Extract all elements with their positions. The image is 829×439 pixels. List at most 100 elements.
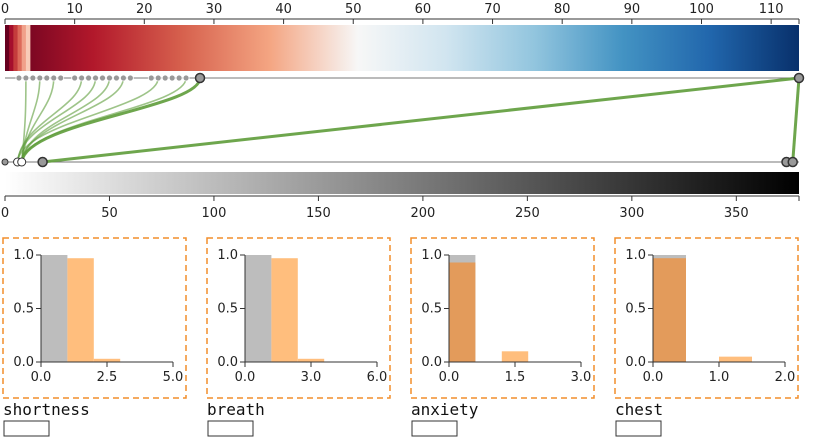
- link-line: [791, 77, 801, 163]
- top-node[interactable]: [175, 74, 183, 82]
- y-axis-tick-label: 0.5: [421, 302, 442, 317]
- top-node[interactable]: [85, 74, 92, 82]
- y-axis-tick-label: 0.0: [13, 355, 34, 370]
- bottom-axis: 0 50 100 150 200 250 300 350: [1, 195, 800, 221]
- link-line: [20, 77, 202, 163]
- top-node[interactable]: [168, 74, 176, 82]
- top-node[interactable]: [147, 74, 155, 82]
- histogram-panel-breath: 0.0 0.5 1.0 0.0 3.0 6.0 breath: [206, 237, 391, 437]
- bottom-axis-tick-label: 0: [1, 206, 9, 221]
- top-node[interactable]: [106, 74, 113, 82]
- top-color-cell: [9, 25, 14, 71]
- top-node[interactable]: [99, 74, 106, 82]
- top-node[interactable]: [120, 74, 127, 82]
- x-axis-tick-label: 0.0: [31, 370, 52, 385]
- top-node[interactable]: [126, 74, 134, 82]
- bar-orange: [93, 358, 121, 362]
- bar-gray: [245, 255, 272, 362]
- bar-orange: [449, 262, 476, 362]
- feature-input-box[interactable]: [411, 420, 458, 437]
- top-node[interactable]: [78, 74, 86, 82]
- top-axis-tick-label: 100: [689, 2, 714, 17]
- top-axis-tick-label: 70: [484, 2, 501, 17]
- top-color-cell: [13, 25, 18, 71]
- top-axis-tick-label: 40: [275, 2, 292, 17]
- link-line: [16, 77, 160, 163]
- bottom-axis-tick-label: 250: [515, 206, 540, 221]
- link-line: [16, 77, 97, 163]
- top-node[interactable]: [182, 74, 190, 82]
- top-node[interactable]: [15, 74, 23, 82]
- top-node[interactable]: [43, 74, 51, 82]
- x-axis-tick-label: 0.0: [643, 370, 664, 385]
- top-axis-tick-label: 10: [66, 2, 83, 17]
- feature-label: shortness: [3, 400, 90, 419]
- x-axis-tick-label: 0.0: [235, 370, 256, 385]
- top-node[interactable]: [154, 74, 162, 82]
- top-node[interactable]: [194, 72, 206, 84]
- y-axis-tick-label: 0.5: [625, 302, 646, 317]
- y-axis-tick-label: 0.0: [217, 355, 238, 370]
- top-axis-tick-label: 90: [624, 2, 641, 17]
- bottom-axis-tick-label: 50: [101, 206, 118, 221]
- feature-input-box[interactable]: [615, 420, 662, 437]
- top-axis-tick-label: 0: [1, 2, 9, 17]
- top-axis-tick-label: 50: [345, 2, 362, 17]
- bottom-axis-tick-label: 200: [410, 206, 435, 221]
- top-node[interactable]: [161, 74, 169, 82]
- y-axis-tick-label: 1.0: [625, 248, 646, 263]
- feature-label: chest: [615, 400, 663, 419]
- y-axis-tick-label: 1.0: [13, 248, 34, 263]
- y-axis-tick-label: 0.0: [421, 355, 442, 370]
- panel-border: [410, 237, 595, 399]
- bar-orange: [653, 258, 686, 362]
- panel-border: [206, 237, 391, 399]
- bottom-node[interactable]: [787, 156, 798, 168]
- top-node[interactable]: [71, 74, 79, 82]
- feature-input-box[interactable]: [3, 420, 50, 437]
- top-node[interactable]: [36, 74, 44, 82]
- y-axis-tick-label: 1.0: [421, 248, 442, 263]
- top-node[interactable]: [793, 72, 805, 84]
- top-color-bar: [5, 25, 799, 71]
- top-color-cell: [5, 25, 10, 71]
- bottom-axis-tick-label: 150: [306, 206, 331, 221]
- feature-label: breath: [207, 400, 265, 419]
- bottom-node[interactable]: [17, 157, 27, 167]
- panel-border: [614, 237, 799, 399]
- top-axis-tick-label: 60: [415, 2, 432, 17]
- feature-input-box[interactable]: [207, 420, 254, 437]
- panel-border: [2, 237, 187, 399]
- histogram-panel-anxiety: 0.0 0.5 1.0 0.0 1.5 3.0 anxiety: [410, 237, 595, 437]
- top-node[interactable]: [57, 74, 65, 82]
- bar-orange: [67, 258, 94, 362]
- x-axis-tick-label: 5.0: [163, 370, 184, 385]
- histogram-panel-chest: 0.0 0.5 1.0 0.0 1.0 2.0 chest: [614, 237, 799, 437]
- top-node[interactable]: [29, 74, 37, 82]
- top-color-cell: [25, 25, 31, 71]
- top-color-cell: [21, 25, 27, 71]
- bottom-axis-tick-label: 100: [202, 206, 227, 221]
- y-axis-tick-label: 0.5: [13, 302, 34, 317]
- top-node[interactable]: [22, 74, 30, 82]
- link-line: [42, 76, 800, 164]
- x-axis-tick-label: 3.0: [301, 370, 322, 385]
- top-axis: 0 10 20 30 40 50 60 70 80 90 100 110: [1, 2, 800, 24]
- top-axis-tick-label: 20: [136, 2, 153, 17]
- x-axis-tick-label: 1.5: [505, 370, 526, 385]
- top-node[interactable]: [113, 74, 120, 82]
- bar-orange: [297, 358, 325, 362]
- bottom-node[interactable]: [37, 156, 48, 168]
- histogram-panel-shortness: 0.0 0.5 1.0 0.0 2.5 5.0 shortness: [2, 237, 187, 437]
- top-node[interactable]: [50, 74, 58, 82]
- bar-orange: [719, 356, 752, 362]
- link-lines: [16, 76, 801, 164]
- top-node[interactable]: [92, 74, 99, 82]
- top-axis-tick-label: 30: [206, 2, 223, 17]
- x-axis-tick-label: 2.0: [775, 370, 796, 385]
- y-axis-tick-label: 0.5: [217, 302, 238, 317]
- histogram-panels: 0.0 0.5 1.0 0.0 2.5 5.0 shortness 0.0 0.5 1.0 0.0 3…: [2, 237, 799, 437]
- y-axis-tick-label: 0.0: [625, 355, 646, 370]
- bottom-node[interactable]: [1, 158, 9, 166]
